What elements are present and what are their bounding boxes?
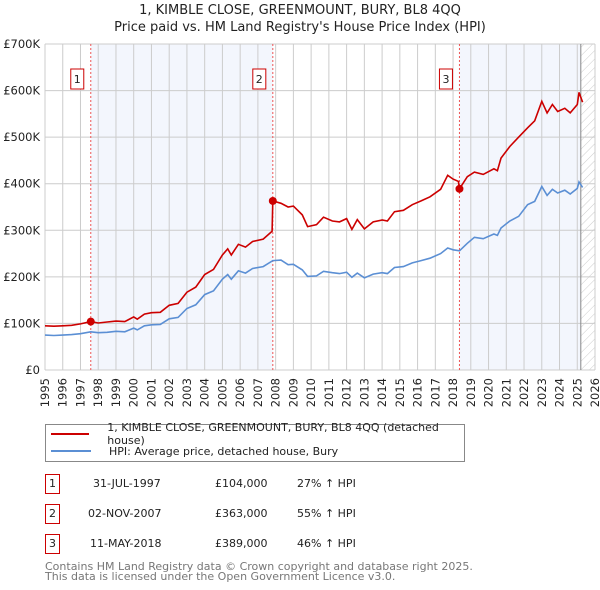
y-tick-label: £200K <box>3 270 40 284</box>
x-tick-label: 2017 <box>428 378 442 407</box>
legend-swatch-blue <box>51 450 91 452</box>
x-tick-label: 2026 <box>588 378 600 407</box>
x-tick-label: 2021 <box>499 378 513 407</box>
sale-label: 2 <box>256 73 263 86</box>
legend-item-hpi: HPI: Average price, detached house, Bury <box>46 443 338 459</box>
y-tick-label: £700K <box>3 37 40 51</box>
x-tick-label: 1999 <box>109 378 123 407</box>
x-tick-label: 2015 <box>393 378 407 407</box>
chart-subtitle: Price paid vs. HM Land Registry's House … <box>114 20 486 35</box>
x-tick-label: 2011 <box>322 378 336 407</box>
hpi-line <box>44 179 584 337</box>
x-tick-label: 2019 <box>464 378 478 407</box>
x-tick-label: 2009 <box>286 378 300 407</box>
x-tick-label: 2003 <box>180 378 194 407</box>
chart-title: 1, KIMBLE CLOSE, GREENMOUNT, BURY, BL8 4… <box>139 3 461 18</box>
y-tick-label: £100K <box>3 316 40 330</box>
x-tick-label: 2024 <box>553 378 567 407</box>
x-tick-label: 2025 <box>570 378 584 407</box>
sale-point <box>86 317 95 326</box>
x-tick-label: 2005 <box>215 378 229 407</box>
sale-badge: 1 <box>45 474 60 494</box>
table-row: 1 31-JUL-1997 £104,000 27% ↑ HPI <box>45 474 545 494</box>
sale-hpi: 46% ↑ HPI <box>297 537 356 550</box>
y-tick-label: £500K <box>3 130 40 144</box>
legend-swatch-red <box>51 433 90 435</box>
x-tick-label: 1995 <box>38 378 52 407</box>
sale-label: 3 <box>442 73 449 86</box>
sale-badge: 2 <box>45 504 60 524</box>
sale-price: £389,000 <box>215 537 268 550</box>
ownership-band-1 <box>90 44 273 370</box>
x-tick-label: 2008 <box>269 378 283 407</box>
sale-date: 02-NOV-2007 <box>88 507 162 520</box>
x-tick-label: 2016 <box>411 378 425 407</box>
x-tick-label: 1997 <box>73 378 87 407</box>
y-tick-label: £600K <box>3 84 40 98</box>
x-tick-label: 2006 <box>233 378 247 407</box>
x-tick-label: 2013 <box>357 378 371 407</box>
sale-point <box>268 196 277 205</box>
x-tick-label: 2022 <box>517 378 531 407</box>
y-tick-label: £300K <box>3 223 40 237</box>
legend-label: HPI: Average price, detached house, Bury <box>109 444 339 458</box>
y-tick-label: £400K <box>3 177 40 191</box>
sale-label-box <box>252 68 267 90</box>
sale-price: £363,000 <box>215 507 268 520</box>
x-tick-label: 2002 <box>162 378 176 407</box>
footer-licence: This data is licensed under the Open Gov… <box>45 570 396 583</box>
table-row: 3 11-MAY-2018 £389,000 46% ↑ HPI <box>45 534 545 554</box>
sale-price: £104,000 <box>215 477 268 490</box>
property-price-line <box>44 92 584 328</box>
x-tick-label: 2020 <box>482 378 496 407</box>
x-tick-label: 2023 <box>535 378 549 407</box>
y-tick-label: £0 <box>25 363 40 377</box>
legend: 1, KIMBLE CLOSE, GREENMOUNT, BURY, BL8 4… <box>45 421 465 462</box>
sale-badge: 3 <box>45 534 60 554</box>
x-tick-label: 2018 <box>446 378 460 407</box>
sale-label-box <box>70 68 85 90</box>
sale-hpi: 55% ↑ HPI <box>297 507 356 520</box>
x-tick-label: 2007 <box>251 378 265 407</box>
sale-hpi: 27% ↑ HPI <box>297 477 356 490</box>
legend-item-property: 1, KIMBLE CLOSE, GREENMOUNT, BURY, BL8 4… <box>46 421 464 447</box>
sale-label-box <box>438 68 453 90</box>
sale-date: 11-MAY-2018 <box>90 537 162 550</box>
ownership-band-3 <box>459 44 581 370</box>
footer-copyright: Contains HM Land Registry data © Crown c… <box>45 560 473 573</box>
sale-label: 1 <box>74 73 81 86</box>
x-tick-label: 2014 <box>375 378 389 407</box>
sale-date: 31-JUL-1997 <box>93 477 161 490</box>
x-tick-label: 1996 <box>56 378 70 407</box>
sale-point <box>455 184 464 193</box>
x-tick-label: 2004 <box>198 378 212 407</box>
x-tick-label: 1998 <box>91 378 105 407</box>
x-tick-label: 2010 <box>304 378 318 407</box>
forecast-hatch <box>580 44 595 370</box>
x-tick-label: 2012 <box>340 378 354 407</box>
table-row: 2 02-NOV-2007 £363,000 55% ↑ HPI <box>45 504 545 524</box>
x-tick-label: 2001 <box>144 378 158 407</box>
x-tick-label: 2000 <box>127 378 141 407</box>
legend-label: 1, KIMBLE CLOSE, GREENMOUNT, BURY, BL8 4… <box>107 421 439 447</box>
